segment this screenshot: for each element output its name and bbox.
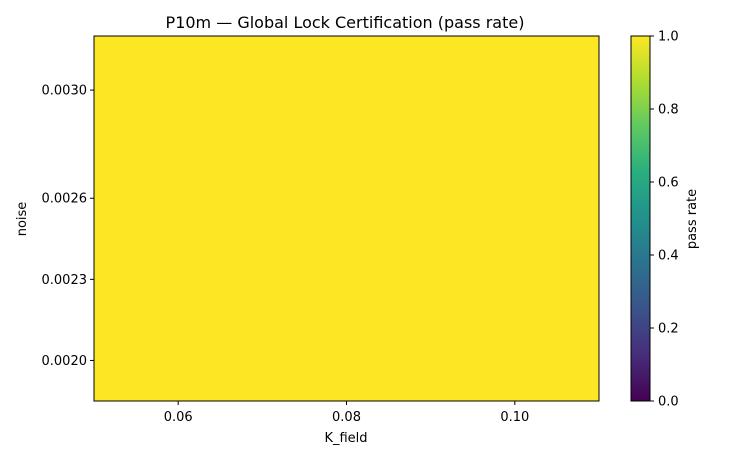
y-tick-label: 0.0026 xyxy=(42,192,88,207)
y-tick-label: 0.0030 xyxy=(42,84,88,99)
heatmap-cell xyxy=(262,144,432,240)
y-axis-ticks: 0.0020 0.0023 0.0026 0.0030 xyxy=(42,84,94,369)
heatmap-cell xyxy=(94,144,263,240)
colorbar-tick-label: 0.4 xyxy=(658,249,679,264)
y-tick-label: 0.0023 xyxy=(42,273,88,288)
colorbar-tick-label: 0.2 xyxy=(658,322,679,337)
heatmap-cell xyxy=(430,238,600,321)
x-axis-label: K_field xyxy=(324,431,367,446)
heatmap-cell xyxy=(262,36,432,145)
colorbar-label: pass rate xyxy=(685,189,700,249)
heatmap-cell xyxy=(94,319,263,402)
heatmap-cell xyxy=(262,319,432,402)
heatmap-cell xyxy=(94,238,263,321)
heatmap-cells xyxy=(94,36,600,402)
heatmap-cell xyxy=(430,144,600,240)
x-tick-label: 0.06 xyxy=(164,410,193,425)
colorbar-tick-label: 0.0 xyxy=(658,395,679,410)
x-axis-ticks: 0.06 0.08 0.10 xyxy=(164,401,529,425)
colorbar xyxy=(630,35,651,402)
y-axis-label: noise xyxy=(15,202,30,237)
x-tick-label: 0.08 xyxy=(332,410,361,425)
colorbar-tick-label: 0.6 xyxy=(658,176,679,191)
chart-title: P10m — Global Lock Certification (pass r… xyxy=(166,13,525,32)
heatmap-cell xyxy=(430,319,600,402)
colorbar-ticks: 0.0 0.2 0.4 0.6 0.8 1.0 xyxy=(650,30,679,410)
colorbar-tick-label: 1.0 xyxy=(658,30,679,45)
heatmap-cell xyxy=(262,238,432,321)
colorbar-tick-label: 0.8 xyxy=(658,103,679,118)
x-tick-label: 0.10 xyxy=(500,410,529,425)
heatmap-cell xyxy=(94,36,263,145)
y-tick-label: 0.0020 xyxy=(42,354,88,369)
heatmap-cell xyxy=(430,36,600,145)
